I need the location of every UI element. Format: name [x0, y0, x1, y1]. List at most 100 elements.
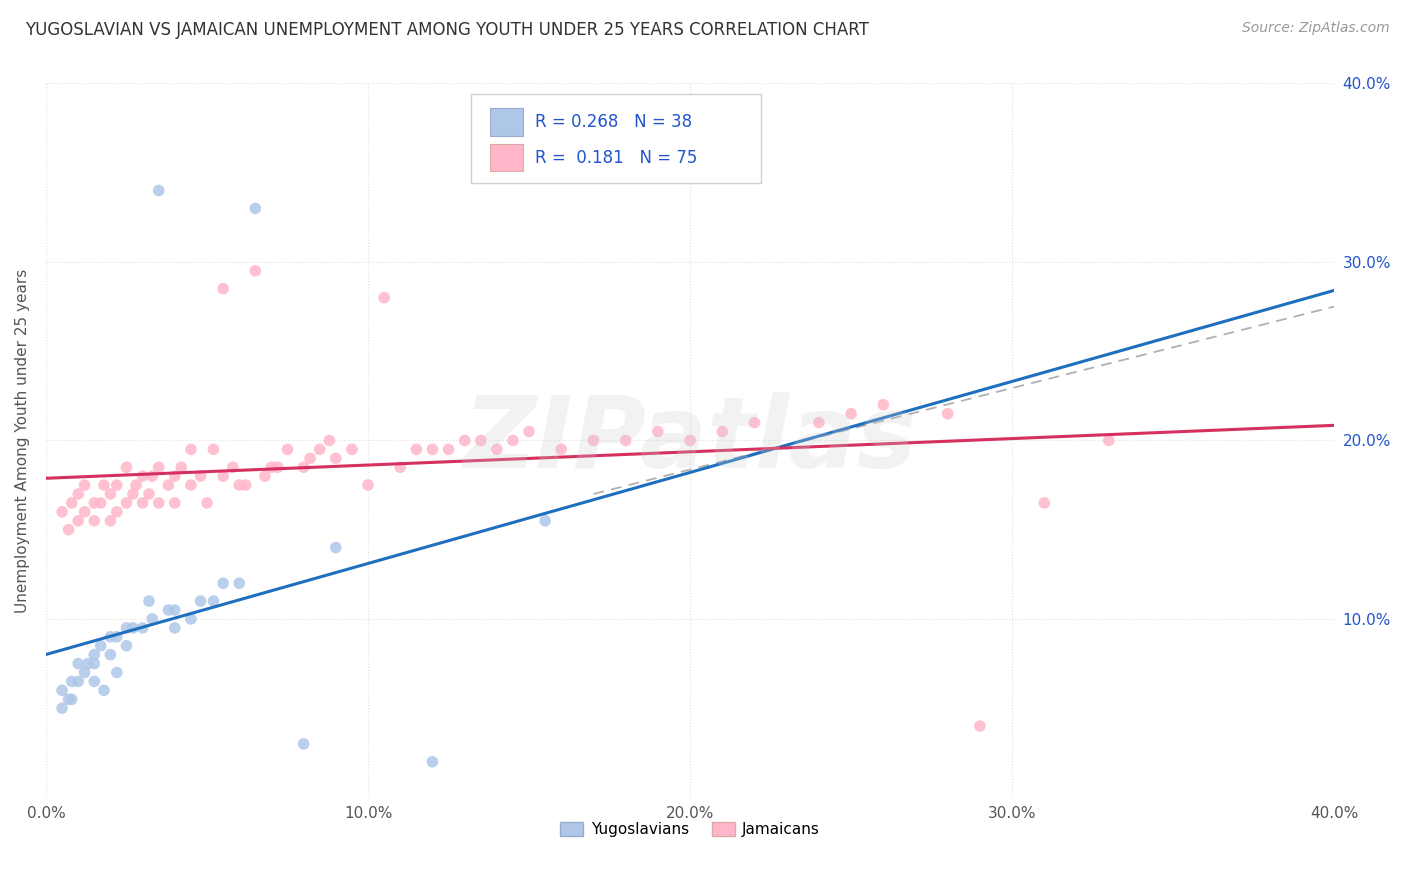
Point	[245, 202, 267, 216]
Point	[212, 576, 235, 591]
Point	[105, 665, 128, 680]
Point	[115, 639, 138, 653]
Point	[180, 478, 202, 492]
Point	[67, 657, 90, 671]
FancyBboxPatch shape	[491, 145, 523, 171]
Point	[60, 496, 83, 510]
Point	[614, 434, 637, 448]
Point	[267, 460, 290, 475]
Point	[100, 487, 122, 501]
Point	[157, 603, 180, 617]
Point	[73, 665, 96, 680]
Point	[83, 648, 105, 662]
Point	[228, 576, 250, 591]
Point	[325, 451, 347, 466]
Point	[405, 442, 427, 457]
Point	[318, 434, 340, 448]
Point	[582, 434, 605, 448]
Point	[373, 291, 395, 305]
Point	[105, 505, 128, 519]
Point	[190, 469, 212, 483]
Point	[422, 755, 444, 769]
Point	[115, 496, 138, 510]
Point	[389, 460, 412, 475]
Point	[260, 460, 283, 475]
Point	[131, 469, 153, 483]
Point	[299, 451, 322, 466]
Point	[90, 496, 112, 510]
Point	[228, 478, 250, 492]
Point	[292, 460, 315, 475]
Point	[437, 442, 460, 457]
Point	[148, 496, 170, 510]
Point	[148, 460, 170, 475]
FancyBboxPatch shape	[491, 109, 523, 136]
Point	[67, 514, 90, 528]
Point	[517, 425, 540, 439]
Point	[105, 478, 128, 492]
Text: YUGOSLAVIAN VS JAMAICAN UNEMPLOYMENT AMONG YOUTH UNDER 25 YEARS CORRELATION CHAR: YUGOSLAVIAN VS JAMAICAN UNEMPLOYMENT AMO…	[25, 21, 869, 38]
Point	[100, 630, 122, 644]
Point	[212, 282, 235, 296]
Point	[83, 514, 105, 528]
Point	[180, 442, 202, 457]
Point	[157, 478, 180, 492]
Point	[470, 434, 492, 448]
Text: ZIPatlas: ZIPatlas	[464, 392, 917, 489]
Point	[163, 496, 186, 510]
Point	[125, 478, 148, 492]
Point	[83, 674, 105, 689]
Point	[73, 505, 96, 519]
Point	[60, 674, 83, 689]
Point	[141, 612, 163, 626]
Point	[131, 621, 153, 635]
Point	[202, 442, 225, 457]
Point	[138, 487, 160, 501]
FancyBboxPatch shape	[471, 95, 761, 184]
Point	[212, 469, 235, 483]
Point	[969, 719, 991, 733]
Point	[100, 514, 122, 528]
Point	[105, 630, 128, 644]
Point	[100, 648, 122, 662]
Point	[122, 621, 145, 635]
Point	[190, 594, 212, 608]
Point	[51, 505, 73, 519]
Point	[245, 264, 267, 278]
Point	[51, 683, 73, 698]
Point	[138, 594, 160, 608]
Point	[276, 442, 298, 457]
Point	[73, 478, 96, 492]
Point	[292, 737, 315, 751]
Point	[534, 514, 557, 528]
Point	[76, 657, 98, 671]
Point	[93, 478, 115, 492]
Point	[807, 416, 830, 430]
Point	[502, 434, 524, 448]
Point	[148, 184, 170, 198]
Point	[83, 496, 105, 510]
Point	[485, 442, 508, 457]
Text: R = 0.268   N = 38: R = 0.268 N = 38	[536, 113, 693, 131]
Point	[195, 496, 218, 510]
Point	[115, 460, 138, 475]
Text: R =  0.181   N = 75: R = 0.181 N = 75	[536, 149, 697, 167]
Text: Source: ZipAtlas.com: Source: ZipAtlas.com	[1241, 21, 1389, 35]
Point	[1033, 496, 1056, 510]
Point	[711, 425, 734, 439]
Point	[67, 487, 90, 501]
Point	[550, 442, 572, 457]
Point	[83, 657, 105, 671]
Point	[141, 469, 163, 483]
Point	[115, 621, 138, 635]
Point	[453, 434, 475, 448]
Point	[163, 469, 186, 483]
Point	[936, 407, 959, 421]
Point	[58, 523, 80, 537]
Point	[60, 692, 83, 706]
Point	[235, 478, 257, 492]
Y-axis label: Unemployment Among Youth under 25 years: Unemployment Among Youth under 25 years	[15, 268, 30, 613]
Point	[357, 478, 380, 492]
Point	[839, 407, 862, 421]
Point	[253, 469, 276, 483]
